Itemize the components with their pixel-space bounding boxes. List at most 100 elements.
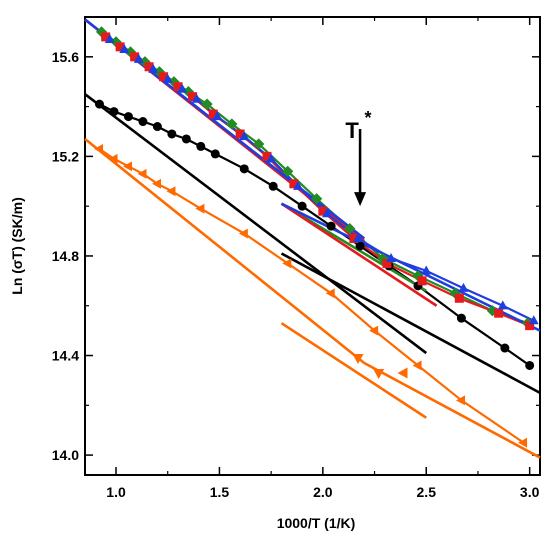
marker-triangle-up [212, 111, 223, 121]
marker-triangle-left [369, 325, 379, 336]
axis-ticks [85, 17, 540, 475]
marker-square [417, 276, 427, 286]
fit-line-0-1 [280, 322, 427, 419]
marker-square [130, 52, 140, 62]
marker-triangle-left [137, 168, 147, 179]
marker-square [188, 92, 198, 102]
marker-triangle-up [497, 300, 508, 310]
marker-triangle-left [412, 360, 422, 371]
marker-square [208, 109, 218, 119]
marker-triangle-up [119, 43, 130, 53]
fit-lines [84, 18, 541, 459]
marker-square [173, 82, 183, 92]
marker-triangle-up [458, 282, 469, 292]
marker-triangle-up [133, 53, 144, 63]
marker-square [115, 42, 125, 52]
series-line-1 [98, 103, 531, 367]
marker-triangle-up [266, 153, 277, 163]
t-star-label: T [345, 118, 359, 143]
marker-circle [181, 134, 191, 144]
marker-square [525, 321, 535, 331]
marker-triangle-up [104, 34, 115, 44]
plot-frame [84, 16, 541, 476]
x-tick-label: 2.5 [417, 484, 437, 500]
y-tick-label: 14.8 [52, 248, 79, 264]
marker-diamond [253, 138, 265, 150]
marker-triangle-up [421, 265, 432, 275]
fit-line-0-2 [363, 361, 541, 459]
marker-circle [138, 117, 148, 127]
marker-diamond [344, 222, 356, 235]
marker-diamond [311, 193, 323, 205]
x-tick-label: 1.0 [106, 484, 126, 500]
marker-triangle-up [293, 180, 303, 190]
fit-line-0-0 [84, 137, 366, 365]
marker-circle [94, 99, 104, 109]
marker-diamond [226, 118, 238, 130]
fit-line-3-1 [280, 202, 438, 307]
marker-triangle-left [238, 228, 248, 239]
marker-triangle-up [191, 93, 202, 103]
tick-labels: 1.0 1.5 2.0 2.5 3.0 14.0 14.4 14.8 15.2 15.6 [52, 49, 540, 500]
marker-triangle-left [282, 258, 292, 269]
marker-diamond [201, 98, 213, 110]
marker-triangle-up [239, 131, 250, 141]
marker-triangle-left [94, 143, 104, 154]
marker-square [101, 32, 111, 42]
marker-triangle-left [325, 288, 335, 299]
marker-triangle-left [518, 437, 528, 448]
y-tick-label: 15.2 [52, 148, 79, 164]
marker-square [144, 62, 154, 72]
marker-circle [196, 141, 206, 151]
marker-square [454, 293, 464, 303]
marker-square [159, 72, 169, 82]
marker-triangle-left [195, 203, 205, 214]
marker-triangle-up [177, 83, 188, 93]
marker-square [382, 258, 392, 268]
fit-line-1-1 [280, 252, 541, 395]
marker-triangle-up [162, 73, 173, 83]
x-tick-label: 1.5 [210, 484, 230, 500]
marker-circle [355, 241, 365, 251]
x-tick-label: 3.0 [520, 484, 540, 500]
marker-circle [268, 181, 278, 191]
marker-square [262, 151, 272, 161]
y-tick-label: 15.6 [52, 49, 79, 65]
marker-circle [123, 112, 133, 122]
marker-triangle-down [373, 368, 385, 379]
marker-circle [525, 360, 535, 370]
y-tick-label: 14.4 [52, 348, 79, 364]
t-star-superscript: * [365, 108, 372, 128]
x-axis-label: 1000/T (1/K) [277, 515, 356, 531]
marker-circle [210, 149, 220, 159]
marker-square [349, 234, 359, 244]
marker-square [289, 179, 299, 189]
y-axis-label: Ln (σT) (SK/m) [9, 197, 25, 294]
marker-triangle-up [353, 233, 363, 243]
t-star-annotation: T * [345, 108, 372, 207]
marker-triangle-left [123, 161, 133, 172]
marker-triangle-up [322, 208, 332, 218]
marker-triangle-down [352, 354, 364, 365]
marker-circle [109, 107, 119, 117]
data-markers [94, 26, 539, 448]
marker-triangle-left [166, 186, 176, 197]
marker-circle [239, 164, 249, 174]
marker-triangle-up [528, 315, 539, 325]
fit-line-1-0 [84, 93, 428, 355]
marker-triangle-up [386, 253, 397, 263]
y-tick-label: 14.0 [52, 447, 79, 463]
marker-circle [167, 129, 177, 139]
marker-square [235, 129, 245, 139]
marker-circle [500, 343, 510, 353]
marker-triangle-left [397, 367, 408, 379]
marker-square [318, 206, 328, 216]
marker-triangle-left [456, 395, 466, 406]
marker-triangle-left [151, 178, 161, 189]
x-tick-label: 2.0 [313, 484, 333, 500]
t-star-arrow-head [354, 192, 367, 207]
marker-diamond [282, 165, 294, 177]
marker-circle [152, 122, 162, 132]
marker-circle [326, 221, 336, 231]
marker-diamond [95, 26, 108, 38]
